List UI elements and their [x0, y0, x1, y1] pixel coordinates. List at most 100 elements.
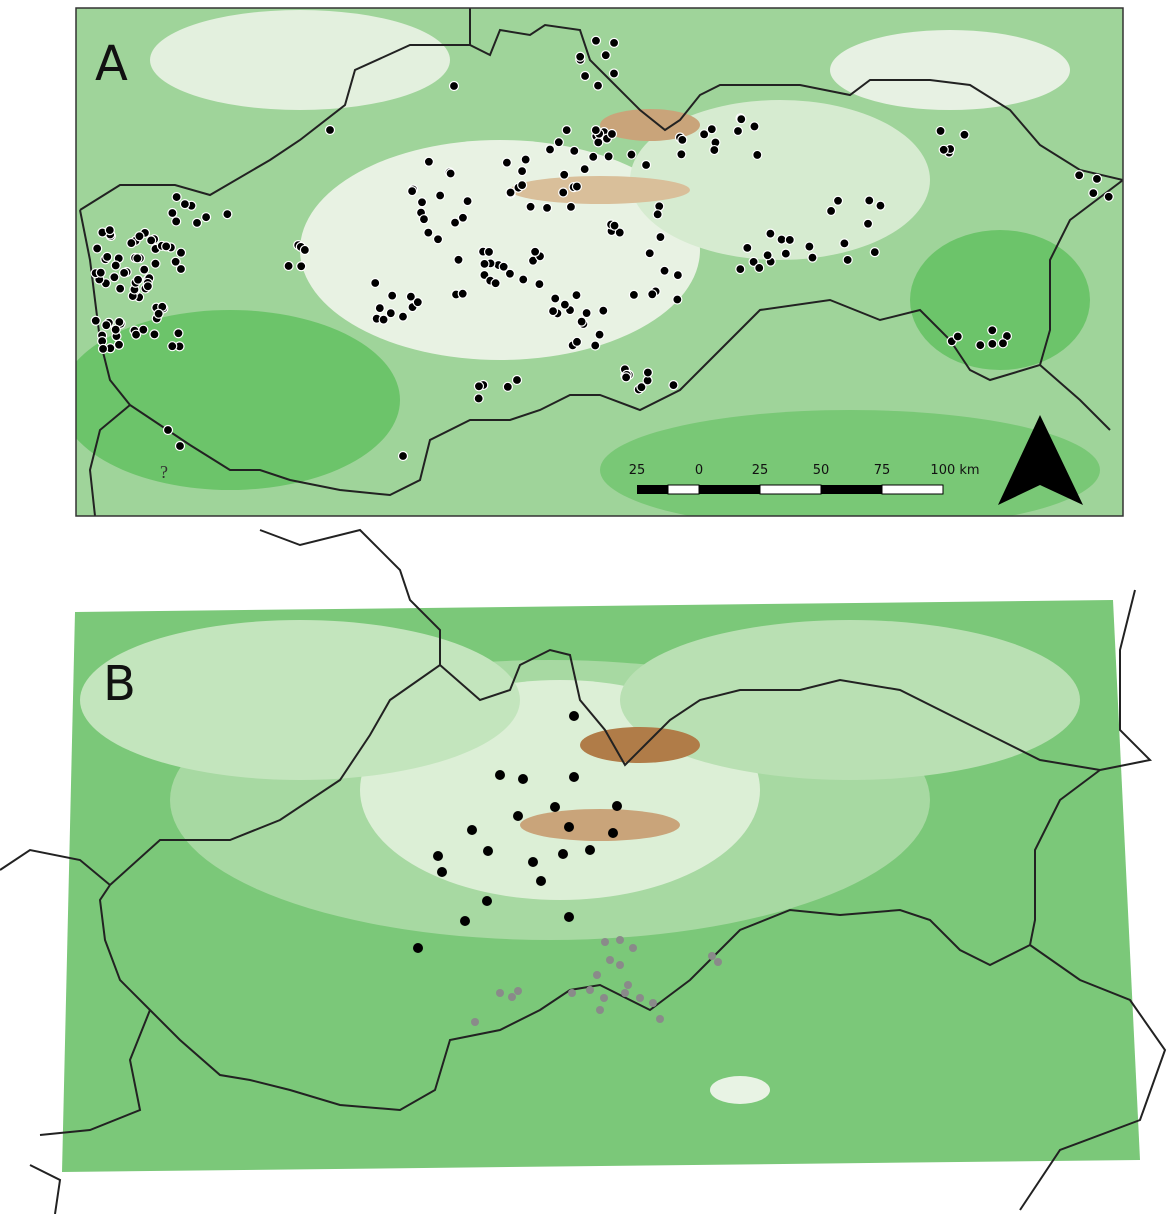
- occurrence-point: [569, 772, 579, 782]
- occurrence-point: [143, 282, 152, 291]
- occurrence-point: [91, 316, 100, 325]
- occurrence-point: [105, 226, 114, 235]
- occurrence-point: [624, 981, 632, 989]
- occurrence-point: [976, 341, 985, 350]
- occurrence-point: [436, 191, 445, 200]
- occurrence-point: [474, 394, 483, 403]
- occurrence-point: [566, 202, 575, 211]
- occurrence-point: [606, 956, 614, 964]
- occurrence-point: [677, 150, 686, 159]
- occurrence-point: [480, 259, 489, 268]
- occurrence-point: [546, 145, 555, 154]
- occurrence-point: [174, 329, 183, 338]
- occurrence-point: [133, 254, 142, 263]
- occurrence-point: [458, 289, 467, 298]
- occurrence-point: [379, 315, 388, 324]
- occurrence-point: [656, 1015, 664, 1023]
- occurrence-point: [102, 321, 111, 330]
- occurrence-point: [673, 271, 682, 280]
- occurrence-point: [622, 373, 631, 382]
- occurrence-point: [763, 251, 772, 260]
- occurrence-point: [408, 187, 417, 196]
- occurrence-point: [594, 81, 603, 90]
- occurrence-point: [594, 138, 603, 147]
- occurrence-point: [526, 202, 535, 211]
- occurrence-point: [93, 244, 102, 253]
- occurrence-point: [116, 284, 125, 293]
- occurrence-point: [865, 196, 874, 205]
- occurrence-point: [103, 252, 112, 261]
- occurrence-point: [1104, 192, 1113, 201]
- occurrence-point: [180, 200, 189, 209]
- occurrence-point: [418, 198, 427, 207]
- occurrence-point: [111, 325, 120, 334]
- occurrence-point: [591, 341, 600, 350]
- occurrence-point: [168, 209, 177, 218]
- occurrence-point: [326, 126, 335, 135]
- occurrence-point: [648, 290, 657, 299]
- occurrence-point: [483, 846, 493, 856]
- occurrence-point: [656, 233, 665, 242]
- occurrence-point: [743, 243, 752, 252]
- occurrence-point: [536, 876, 546, 886]
- occurrence-point: [496, 989, 504, 997]
- occurrence-point: [96, 268, 105, 277]
- occurrence-point: [988, 326, 997, 335]
- occurrence-point: [577, 317, 586, 326]
- occurrence-point: [560, 300, 569, 309]
- occurrence-point: [531, 247, 540, 256]
- occurrence-point: [576, 52, 585, 61]
- occurrence-point: [164, 426, 173, 435]
- panel-a-map: [60, 8, 1123, 530]
- occurrence-point: [700, 130, 709, 139]
- occurrence-point: [608, 828, 618, 838]
- occurrence-point: [433, 851, 443, 861]
- occurrence-point: [570, 146, 579, 155]
- scale-label: 50: [813, 463, 830, 478]
- occurrence-point: [120, 268, 129, 277]
- occurrence-point: [463, 197, 472, 206]
- occurrence-point: [110, 273, 119, 282]
- occurrence-point: [512, 376, 521, 385]
- occurrence-point: [388, 291, 397, 300]
- unknown-marker: ?: [160, 462, 168, 482]
- figure: A ? 25 0 25 50 75 100 km B: [0, 0, 1173, 1214]
- occurrence-point: [589, 152, 598, 161]
- occurrence-point: [864, 219, 873, 228]
- occurrence-point: [519, 275, 528, 284]
- occurrence-point: [460, 916, 470, 926]
- occurrence-point: [580, 165, 589, 174]
- occurrence-point: [202, 213, 211, 222]
- occurrence-point: [586, 986, 594, 994]
- occurrence-point: [870, 248, 879, 257]
- occurrence-point: [616, 936, 624, 944]
- occurrence-point: [988, 339, 997, 348]
- panel-label: A: [95, 36, 128, 92]
- occurrence-point: [450, 82, 459, 91]
- occurrence-point: [154, 309, 163, 318]
- occurrence-point: [562, 126, 571, 135]
- occurrence-point: [559, 188, 568, 197]
- occurrence-point: [572, 291, 581, 300]
- occurrence-point: [827, 206, 836, 215]
- occurrence-point: [506, 188, 515, 197]
- occurrence-point: [660, 266, 669, 275]
- occurrence-point: [736, 265, 745, 274]
- occurrence-point: [458, 213, 467, 222]
- occurrence-point: [604, 152, 613, 161]
- occurrence-point: [610, 221, 619, 230]
- occurrence-point: [636, 994, 644, 1002]
- occurrence-point: [629, 944, 637, 952]
- occurrence-point: [653, 210, 662, 219]
- occurrence-point: [601, 51, 610, 60]
- occurrence-point: [593, 971, 601, 979]
- occurrence-point: [434, 235, 443, 244]
- occurrence-point: [645, 249, 654, 258]
- occurrence-point: [572, 337, 581, 346]
- occurrence-point: [960, 130, 969, 139]
- occurrence-point: [953, 332, 962, 341]
- occurrence-point: [371, 279, 380, 288]
- occurrence-point: [514, 987, 522, 995]
- occurrence-point: [398, 312, 407, 321]
- occurrence-point: [300, 245, 309, 254]
